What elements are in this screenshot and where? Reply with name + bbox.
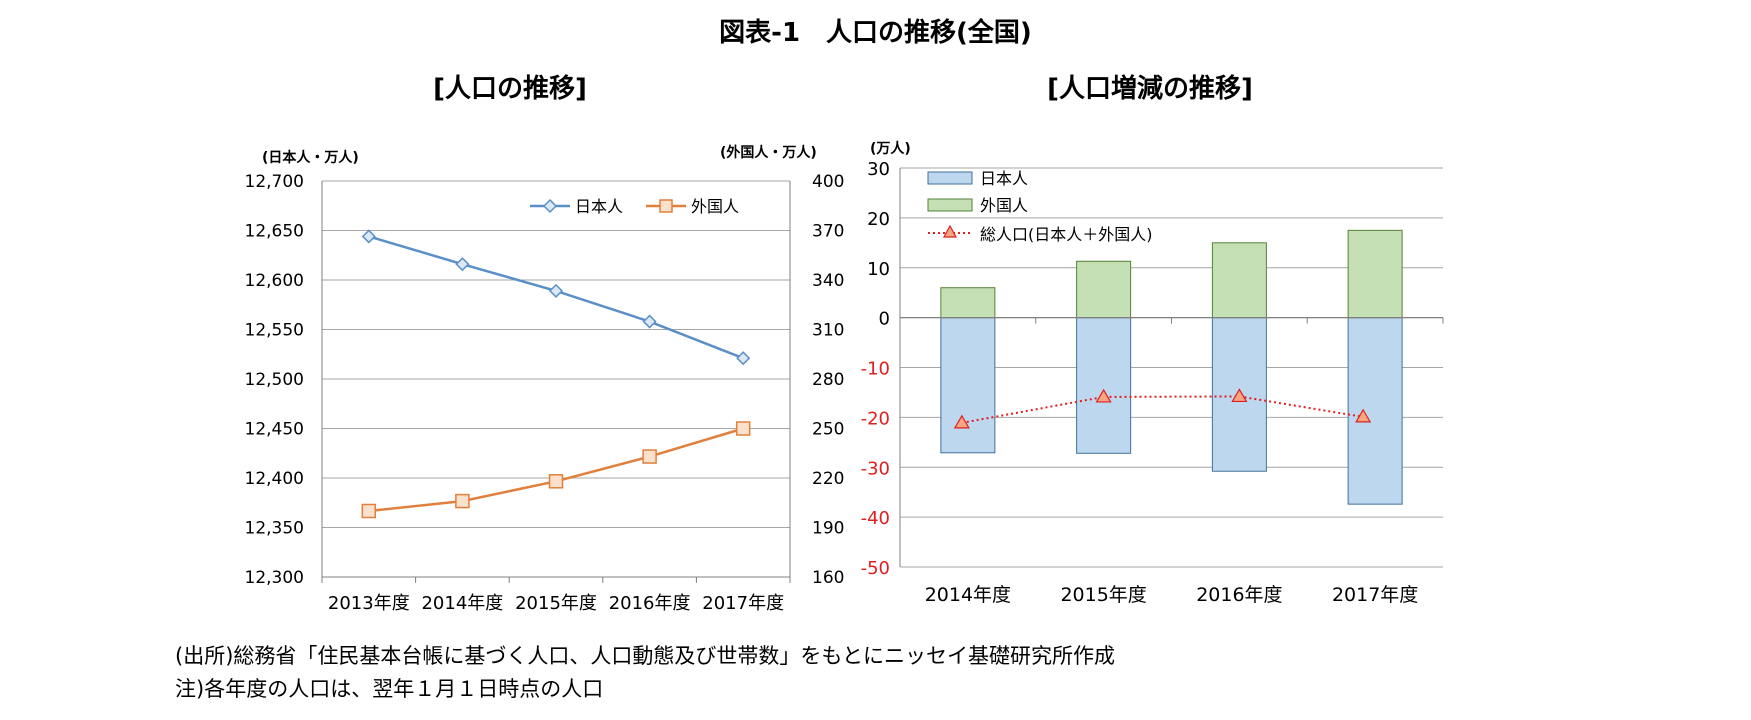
y-right-tick-label: 280: [812, 370, 844, 390]
bar-foreign: [1347, 229, 1403, 319]
data-point-foreign: [361, 503, 377, 519]
y-left-tick-label: 12,500: [245, 370, 304, 390]
y-tick-label: -40: [861, 508, 890, 529]
y-right-tick-label: 370: [812, 222, 844, 242]
left-chart-title: [人口の推移]: [433, 74, 587, 104]
y-tick-label: 10: [867, 259, 890, 280]
data-point-total: [1355, 408, 1372, 423]
bar-japanese: [1347, 317, 1403, 505]
series-line-foreign: [368, 427, 744, 513]
y-left-tick-label: 12,300: [245, 568, 304, 588]
notes: (出所)総務省「住民基本台帳に基づく人口、人口動態及び世帯数」をもとにニッセイ基…: [175, 640, 1115, 706]
x-tick-label: 2015年度: [1060, 584, 1146, 606]
y-left-tick-label: 12,350: [245, 519, 304, 539]
right-axis-unit: (外国人・万人): [720, 145, 817, 161]
legend-marker-total: [942, 224, 958, 238]
footnote: 注)各年度の人口は、翌年１月１日時点の人口: [175, 677, 604, 701]
legend-label-foreign: 外国人: [980, 196, 1028, 215]
y-left-tick-label: 12,400: [245, 469, 304, 489]
y-tick-label: -10: [861, 359, 890, 380]
legend-label-foreign: 外国人: [691, 197, 739, 216]
bar-foreign: [940, 287, 996, 319]
source-note: (出所)総務省「住民基本台帳に基づく人口、人口動態及び世帯数」をもとにニッセイ基…: [175, 644, 1115, 668]
y-left-tick-label: 12,700: [245, 172, 304, 192]
x-tick-label: 2014年度: [421, 593, 503, 614]
y-tick-label: -30: [861, 458, 890, 479]
data-point-total: [1231, 388, 1248, 403]
series-line-total: [961, 395, 1364, 424]
data-point-japanese: [548, 283, 564, 298]
x-tick-label: 2013年度: [328, 593, 410, 614]
y-tick-label: -20: [861, 408, 890, 429]
data-point-foreign: [642, 449, 657, 464]
data-point-japanese: [736, 351, 751, 366]
bar-axis-unit: (万人): [870, 141, 911, 157]
y-right-tick-label: 310: [812, 321, 844, 341]
x-tick-label: 2017年度: [1332, 584, 1418, 606]
data-point-foreign: [455, 493, 470, 509]
x-tick-label: 2016年度: [609, 593, 691, 614]
y-right-tick-label: 400: [812, 172, 844, 192]
data-point-total: [1095, 388, 1112, 403]
x-tick-label: 2016年度: [1196, 584, 1282, 606]
legend-swatch-japanese: [927, 171, 973, 185]
bar-japanese: [940, 317, 996, 454]
y-right-tick-label: 160: [812, 568, 844, 588]
y-left-tick-label: 12,550: [245, 321, 304, 341]
y-tick-label: 30: [867, 159, 890, 180]
y-right-tick-label: 250: [812, 420, 844, 440]
legend-label-japanese: 日本人: [980, 169, 1028, 188]
y-left-tick-label: 12,650: [245, 222, 304, 242]
data-point-japanese: [361, 229, 376, 244]
y-left-tick-label: 12,600: [245, 271, 304, 291]
y-left-tick-label: 12,450: [245, 420, 304, 440]
y-right-tick-label: 340: [812, 271, 844, 291]
data-point-japanese: [455, 257, 470, 272]
bar-japanese: [1076, 317, 1132, 454]
x-tick-label: 2015年度: [515, 593, 597, 614]
legend-marker-japanese: [542, 198, 558, 214]
bar-foreign: [1211, 242, 1267, 319]
legend-label-japanese: 日本人: [575, 197, 623, 216]
data-point-total: [953, 414, 970, 429]
data-point-japanese: [642, 314, 657, 329]
legend-swatch-foreign: [927, 198, 973, 212]
y-tick-label: 0: [879, 309, 890, 330]
legend-marker-foreign: [659, 199, 673, 213]
legend-label-total: 総人口(日本人＋外国人): [980, 225, 1153, 244]
left-axis-unit: (日本人・万人): [262, 150, 359, 166]
bar-foreign: [1076, 260, 1132, 319]
y-tick-label: 20: [867, 209, 890, 230]
x-tick-label: 2014年度: [925, 584, 1011, 606]
y-right-tick-label: 220: [812, 469, 844, 489]
y-tick-label: -50: [861, 558, 890, 579]
right-chart-title: [人口増減の推移]: [1047, 74, 1253, 104]
data-point-foreign: [548, 474, 564, 489]
x-tick-label: 2017年度: [702, 593, 784, 614]
data-point-foreign: [735, 421, 751, 436]
figure-title: 図表-1 人口の推移(全国): [719, 18, 1032, 48]
y-right-tick-label: 190: [812, 519, 844, 539]
